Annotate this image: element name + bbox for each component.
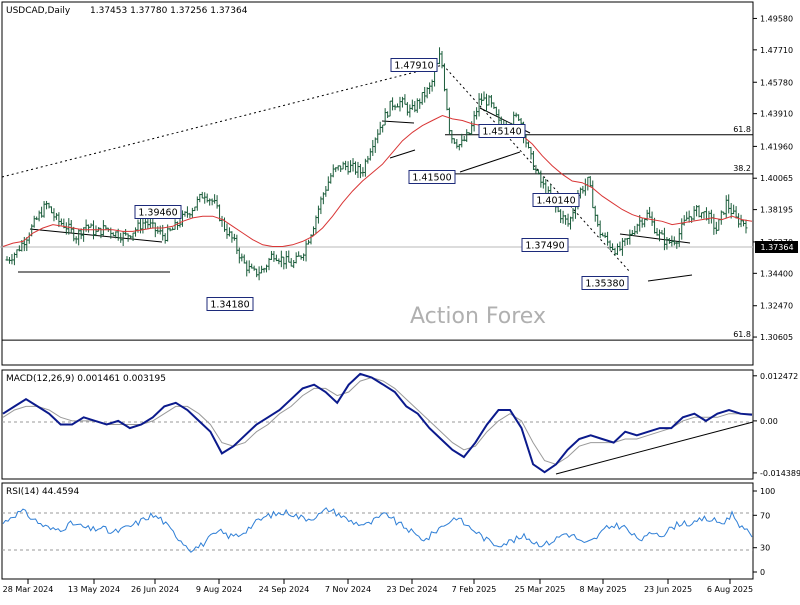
fib-levels: 61.8 38.2 61.8 [2, 125, 753, 341]
x-axis: 28 Mar 2024 13 May 2024 26 Jun 2024 9 Aug 2… [3, 579, 753, 594]
price-tick-label: 1.30605 [760, 333, 793, 342]
price-tick-label: 1.41960 [760, 142, 793, 151]
fib-level-label: 61.8 [733, 125, 751, 134]
rsi-title: RSI(14) 44.4594 [6, 487, 79, 497]
x-tick-label: 26 Jun 2024 [131, 585, 179, 594]
fall-trendline [442, 64, 631, 273]
price-tick-label: 1.47710 [760, 46, 793, 55]
chart-title: USDCAD,Daily [6, 6, 71, 16]
price-tick-label: 1.49580 [760, 14, 793, 23]
macd-tick-label: -0.014389 [760, 469, 800, 478]
price-callout: 1.35380 [581, 276, 629, 290]
rsi-panel [1, 482, 754, 580]
x-tick-label: 6 Aug 2025 [707, 585, 753, 594]
price-tick-label: 1.34400 [760, 269, 793, 278]
price-callouts: 1.47910 1.45140 1.41500 1.39460 1.40140 1.374… [134, 58, 629, 311]
feb-wedge-bottom [459, 151, 521, 173]
watermark: Action Forex [410, 304, 546, 329]
price-callout: 1.41500 [408, 170, 456, 184]
macd-signal-line [2, 376, 752, 465]
trendlines [0, 64, 753, 282]
rsi-tick-label: 100 [760, 487, 775, 496]
macd-trendline [555, 421, 754, 475]
svg-text:1.41500: 1.41500 [412, 173, 451, 184]
fib-level-label: 38.2 [733, 164, 751, 173]
x-tick-label: 8 May 2025 [579, 585, 626, 594]
price-tick-label: 1.38195 [760, 206, 793, 215]
svg-text:1.39460: 1.39460 [138, 208, 177, 219]
svg-text:1.45140: 1.45140 [482, 127, 521, 138]
macd-line [2, 372, 753, 474]
price-callout: 1.37490 [521, 238, 569, 252]
x-tick-label: 23 Dec 2024 [386, 585, 437, 594]
x-tick-label: 28 Mar 2024 [3, 585, 54, 594]
price-callout: 1.45140 [478, 124, 526, 138]
price-axis: 1.49580 1.47710 1.45780 1.43910 1.41960 1.400… [753, 14, 793, 342]
svg-text:1.35380: 1.35380 [585, 279, 624, 290]
rsi-axis: 100 70 30 0 [753, 487, 775, 577]
rsi-tick-label: 70 [760, 511, 770, 520]
price-callout: 1.39460 [134, 205, 182, 219]
macd-tick-label: 0.00 [760, 417, 778, 426]
long-term-trendline [1, 64, 444, 178]
x-tick-label: 7 Feb 2025 [452, 585, 497, 594]
macd-axis: 0.012472 0.00 -0.014389 [753, 372, 800, 478]
macd-title: MACD(12,26,9) 0.001461 0.003195 [6, 374, 166, 384]
svg-text:1.34180: 1.34180 [210, 300, 249, 311]
svg-text:1.40140: 1.40140 [536, 196, 575, 207]
price-tick-label: 1.45780 [760, 78, 793, 87]
x-tick-label: 23 Jun 2025 [644, 585, 692, 594]
x-tick-label: 7 Nov 2024 [325, 585, 371, 594]
jun-range-top [619, 233, 691, 244]
price-tick-label: 1.40065 [760, 174, 793, 183]
svg-text:1.37490: 1.37490 [525, 241, 564, 252]
price-bar [744, 219, 748, 234]
macd-tick-label: 0.012472 [760, 372, 798, 381]
ohlc-header: 1.37453 1.37780 1.37256 1.37364 [90, 6, 248, 16]
price-callout: 1.34180 [206, 297, 254, 311]
x-tick-label: 13 May 2024 [68, 585, 120, 594]
price-callout: 1.47910 [390, 58, 438, 72]
rsi-tick-label: 30 [760, 544, 770, 553]
dec-wedge-bottom [389, 149, 416, 159]
x-tick-label: 9 Aug 2024 [196, 585, 242, 594]
price-callout: 1.40140 [532, 193, 580, 207]
fib-level-label: 61.8 [733, 330, 751, 339]
rsi-tick-label: 0 [760, 568, 765, 577]
dec-wedge-top [381, 120, 415, 124]
jun-range-bottom [647, 274, 693, 282]
svg-text:1.47910: 1.47910 [394, 61, 433, 72]
x-tick-label: 25 Mar 2025 [515, 585, 566, 594]
x-tick-label: 24 Sep 2024 [259, 585, 310, 594]
price-tick-label: 1.32470 [760, 302, 793, 311]
moving-average-line [2, 114, 753, 247]
current-price-tag [755, 241, 798, 253]
price-panel [1, 1, 754, 366]
current-price-label: 1.37364 [760, 243, 793, 252]
price-bars [5, 47, 748, 281]
price-tick-label: 1.43910 [760, 110, 793, 119]
rsi-line [2, 507, 753, 553]
